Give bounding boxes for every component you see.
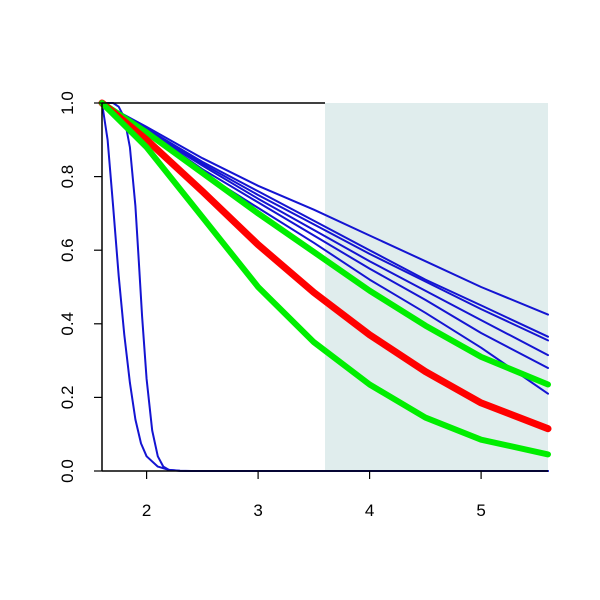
x-tick-label: 3 [253,501,262,520]
y-tick-label: 0.2 [58,386,77,410]
y-tick-label: 1.0 [58,91,77,115]
y-tick-label: 0.8 [58,165,77,189]
x-axis-ticks: 2 3 4 5 [142,471,486,520]
y-axis-ticks: 0.0 0.2 0.4 0.6 0.8 1.0 [58,91,102,483]
y-tick-label: 0.6 [58,238,77,262]
y-tick-label: 0.4 [58,312,77,336]
x-tick-label: 4 [365,501,374,520]
series-line-3 [101,102,549,316]
x-tick-label: 5 [476,501,485,520]
series-line-11 [99,100,551,458]
series-line-5 [101,102,549,342]
plot-frame [101,102,548,472]
series-line-10 [98,99,552,433]
x-tick-label: 2 [142,501,151,520]
series-layer [98,99,552,472]
y-tick-label: 0.0 [58,459,77,483]
series-line-9 [99,100,551,388]
